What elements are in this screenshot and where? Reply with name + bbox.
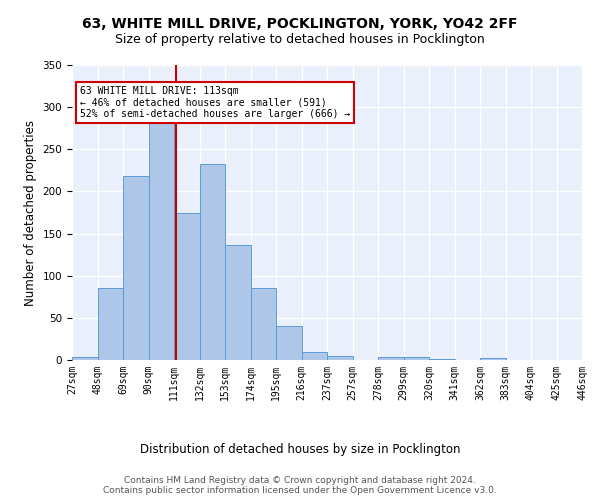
Bar	[251, 288, 276, 360]
Bar	[404, 358, 429, 360]
Bar	[378, 358, 404, 360]
Bar	[149, 122, 174, 360]
Text: Contains HM Land Registry data © Crown copyright and database right 2024.
Contai: Contains HM Land Registry data © Crown c…	[103, 476, 497, 495]
Bar	[97, 288, 123, 360]
Bar	[480, 358, 505, 360]
Text: 63, WHITE MILL DRIVE, POCKLINGTON, YORK, YO42 2FF: 63, WHITE MILL DRIVE, POCKLINGTON, YORK,…	[82, 18, 518, 32]
Bar	[429, 359, 455, 360]
Bar	[123, 176, 149, 360]
Text: Size of property relative to detached houses in Pocklington: Size of property relative to detached ho…	[115, 32, 485, 46]
Y-axis label: Number of detached properties: Number of detached properties	[24, 120, 37, 306]
Bar	[276, 326, 302, 360]
Bar	[302, 352, 327, 360]
Text: Distribution of detached houses by size in Pocklington: Distribution of detached houses by size …	[140, 442, 460, 456]
Text: 63 WHITE MILL DRIVE: 113sqm
← 46% of detached houses are smaller (591)
52% of se: 63 WHITE MILL DRIVE: 113sqm ← 46% of det…	[80, 86, 350, 120]
Bar	[225, 244, 251, 360]
Bar	[72, 358, 97, 360]
Bar	[174, 214, 199, 360]
Bar	[199, 164, 225, 360]
Bar	[327, 356, 353, 360]
